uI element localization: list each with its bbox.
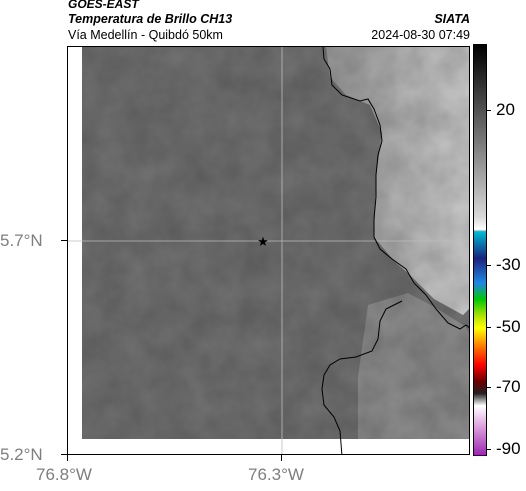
lat-tick bbox=[61, 240, 67, 241]
lon-label: 76.3°W bbox=[248, 465, 304, 484]
lon-tick bbox=[281, 455, 282, 461]
product-title: Temperatura de Brillo CH13 bbox=[68, 12, 233, 26]
lat-label: 5.7°N bbox=[0, 231, 43, 250]
boundary-line bbox=[322, 47, 469, 330]
boundary-line-south bbox=[321, 300, 403, 454]
lat-label: 5.2°N bbox=[0, 445, 43, 464]
star-icon: ★ bbox=[257, 234, 269, 249]
colorbar-label: -70 bbox=[496, 377, 521, 396]
region-label: Vía Medellín - Quibdó 50km bbox=[68, 28, 223, 42]
lon-label: 76.8°W bbox=[36, 465, 92, 484]
agency-label: SIATA bbox=[434, 12, 470, 26]
datetime-label: 2024-08-30 07:49 bbox=[371, 28, 470, 42]
colorbar-label: -90 bbox=[496, 439, 521, 458]
colorbar-label: -30 bbox=[496, 255, 521, 274]
texture bbox=[82, 47, 469, 439]
colorbar-label: 20 bbox=[496, 100, 515, 119]
satellite-title: GOES-EAST bbox=[68, 0, 139, 11]
colorbar-gradient bbox=[474, 45, 486, 455]
colorbar bbox=[473, 44, 487, 456]
lon-tick bbox=[67, 455, 68, 461]
satellite-image: ★ bbox=[68, 47, 469, 454]
lat-tick bbox=[61, 454, 67, 455]
colorbar-label: -50 bbox=[496, 317, 521, 336]
map-panel[interactable]: ★ bbox=[67, 46, 470, 455]
